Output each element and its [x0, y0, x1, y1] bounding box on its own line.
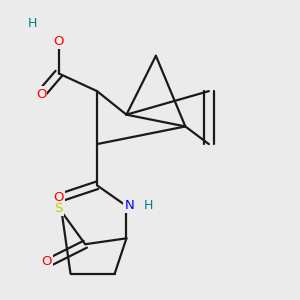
Text: H: H	[28, 17, 37, 30]
Text: H: H	[144, 200, 153, 212]
Text: N: N	[124, 200, 134, 212]
Text: O: O	[53, 34, 64, 48]
Text: O: O	[36, 88, 46, 100]
Text: S: S	[55, 202, 63, 215]
Text: O: O	[53, 190, 64, 204]
Text: O: O	[42, 255, 52, 268]
